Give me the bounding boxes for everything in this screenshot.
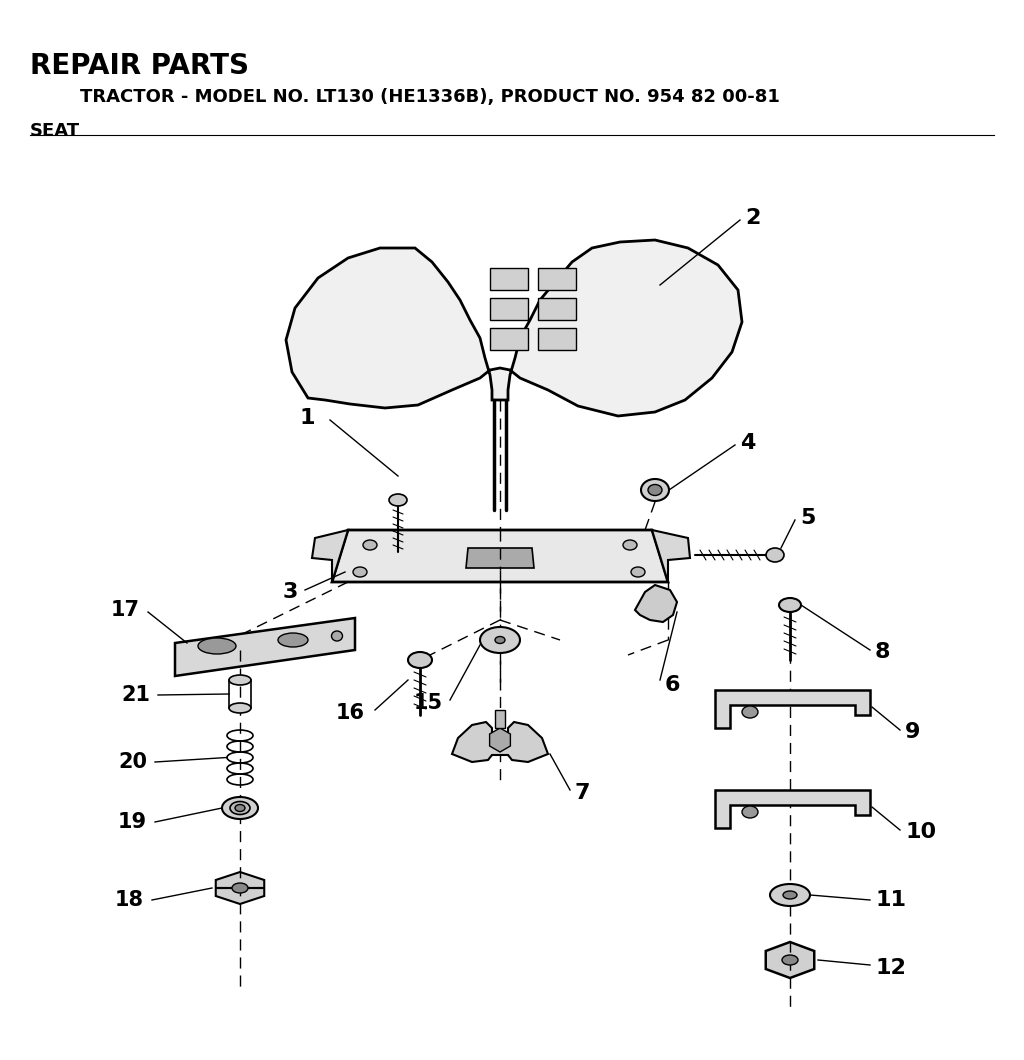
- Polygon shape: [635, 585, 677, 622]
- Ellipse shape: [480, 628, 520, 653]
- Ellipse shape: [631, 567, 645, 577]
- Ellipse shape: [742, 806, 758, 818]
- Ellipse shape: [234, 805, 245, 812]
- Text: 15: 15: [414, 693, 443, 713]
- Text: 1: 1: [299, 408, 315, 428]
- Ellipse shape: [353, 567, 367, 577]
- Polygon shape: [715, 690, 870, 728]
- Bar: [490, 328, 528, 350]
- Text: 3: 3: [283, 582, 298, 602]
- Ellipse shape: [278, 633, 308, 647]
- Text: 7: 7: [575, 783, 591, 803]
- Text: 12: 12: [874, 958, 906, 978]
- Text: 20: 20: [118, 752, 147, 772]
- Text: 5: 5: [800, 508, 815, 528]
- Polygon shape: [652, 530, 690, 582]
- Polygon shape: [452, 722, 548, 762]
- Polygon shape: [286, 240, 742, 416]
- Text: 11: 11: [874, 890, 906, 909]
- Text: 18: 18: [115, 890, 144, 909]
- Text: 16: 16: [336, 703, 365, 723]
- Ellipse shape: [770, 884, 810, 906]
- Ellipse shape: [222, 797, 258, 819]
- Ellipse shape: [232, 883, 248, 893]
- Polygon shape: [175, 618, 355, 676]
- Ellipse shape: [648, 484, 662, 495]
- Ellipse shape: [408, 652, 432, 668]
- Text: 21: 21: [121, 685, 150, 705]
- Ellipse shape: [198, 638, 236, 654]
- Ellipse shape: [495, 636, 505, 643]
- Bar: [490, 298, 528, 320]
- Polygon shape: [216, 872, 264, 904]
- Text: 8: 8: [874, 642, 891, 662]
- Ellipse shape: [389, 494, 407, 506]
- Ellipse shape: [230, 801, 250, 814]
- Polygon shape: [766, 942, 814, 978]
- Ellipse shape: [641, 479, 669, 501]
- Text: 17: 17: [111, 600, 140, 620]
- Text: 9: 9: [905, 722, 921, 742]
- Polygon shape: [715, 790, 870, 828]
- Bar: [495, 710, 505, 728]
- Text: 4: 4: [740, 432, 756, 453]
- Ellipse shape: [783, 891, 797, 899]
- Polygon shape: [332, 530, 668, 582]
- Ellipse shape: [782, 955, 798, 965]
- Ellipse shape: [362, 540, 377, 550]
- Text: 2: 2: [745, 208, 761, 228]
- Bar: [490, 268, 528, 290]
- Text: 10: 10: [905, 822, 936, 842]
- Ellipse shape: [623, 540, 637, 550]
- Text: REPAIR PARTS: REPAIR PARTS: [30, 52, 249, 80]
- Bar: [538, 268, 575, 290]
- Text: 19: 19: [118, 812, 147, 832]
- Bar: [538, 298, 575, 320]
- Polygon shape: [312, 530, 348, 582]
- Polygon shape: [466, 548, 534, 568]
- Text: 6: 6: [665, 675, 681, 695]
- Ellipse shape: [229, 675, 251, 685]
- Bar: [538, 328, 575, 350]
- Ellipse shape: [742, 706, 758, 718]
- Ellipse shape: [779, 598, 801, 612]
- Ellipse shape: [229, 703, 251, 713]
- Polygon shape: [489, 728, 510, 752]
- Ellipse shape: [332, 631, 342, 641]
- Text: TRACTOR - MODEL NO. LT130 (HE1336B), PRODUCT NO. 954 82 00-81: TRACTOR - MODEL NO. LT130 (HE1336B), PRO…: [80, 88, 780, 106]
- Ellipse shape: [766, 548, 784, 562]
- Text: SEAT: SEAT: [30, 122, 80, 140]
